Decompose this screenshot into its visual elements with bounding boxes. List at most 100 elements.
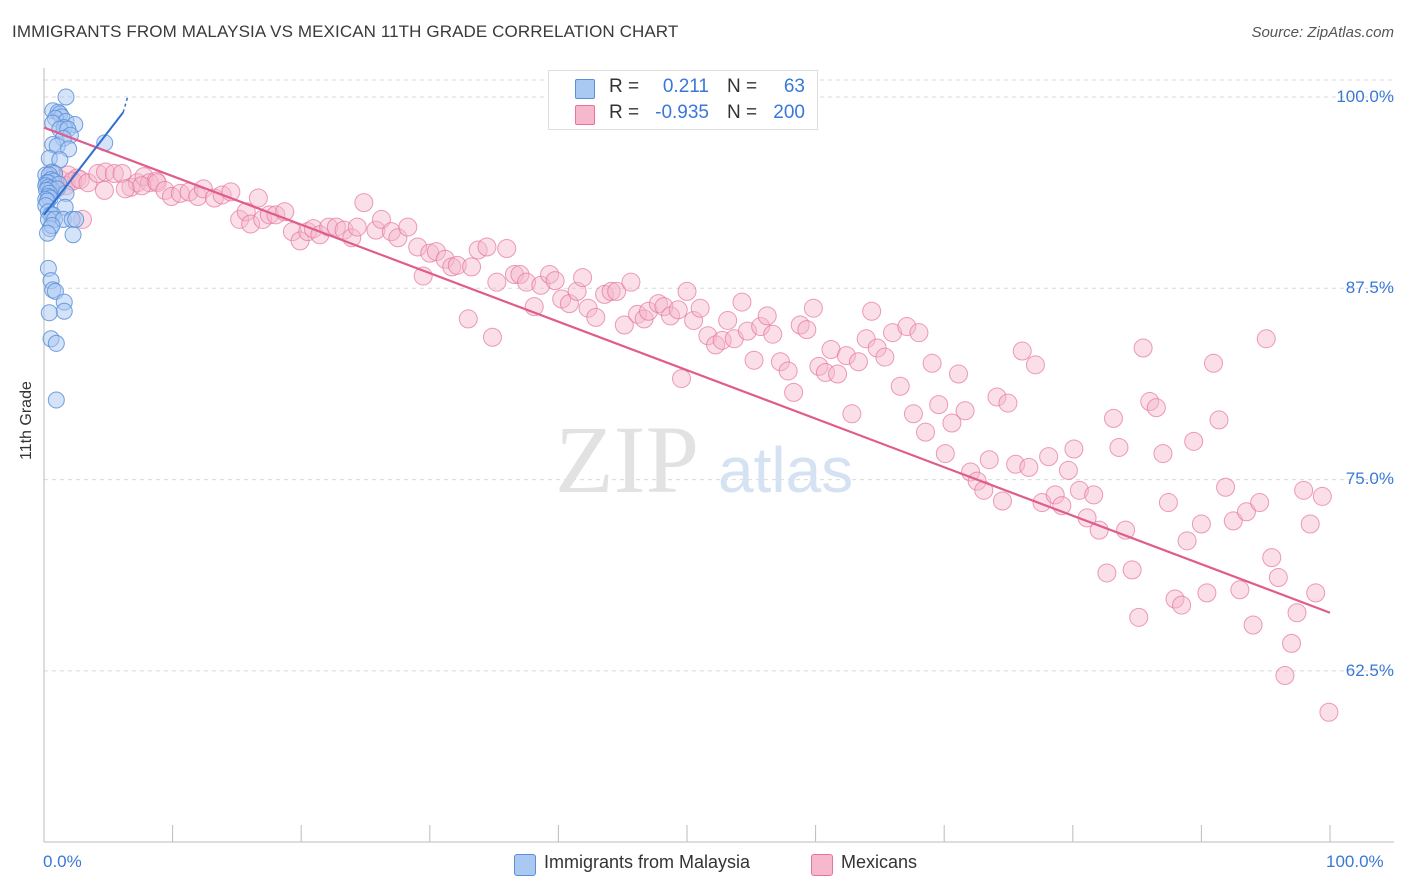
data-point-mexicans	[732, 292, 752, 312]
data-point-mexicans	[1019, 457, 1039, 477]
data-point-mexicans	[545, 271, 565, 291]
data-point-mexicans	[979, 450, 999, 470]
data-point-mexicans	[757, 306, 777, 326]
trend-line-malaysia	[43, 111, 124, 216]
legend-swatch-blue	[514, 854, 536, 876]
data-point-malaysia	[55, 302, 73, 320]
data-point-mexicans	[1133, 338, 1153, 358]
data-point-mexicans	[890, 376, 910, 396]
data-point-mexicans	[1097, 563, 1117, 583]
data-point-mexicans	[883, 323, 903, 343]
data-point-mexicans	[1209, 410, 1229, 430]
data-point-mexicans	[763, 324, 783, 344]
n-label: N =	[727, 102, 758, 123]
data-point-mexicans	[354, 193, 374, 213]
data-point-mexicans	[1064, 439, 1084, 459]
source-label: Source: ZipAtlas.com	[1251, 24, 1394, 41]
y-axis-label: 11th Grade	[18, 381, 35, 460]
data-point-mexicans	[1223, 511, 1243, 531]
data-point-mexicans	[922, 353, 942, 373]
stats-legend: R = 0.211 N = 63 R = -0.935 N = 200	[548, 70, 818, 130]
n-label: N =	[727, 76, 758, 97]
data-point-mexicans	[1243, 615, 1263, 635]
legend-row-mexicans: R = -0.935 N = 200	[549, 102, 817, 126]
data-point-mexicans	[1153, 444, 1173, 464]
data-point-mexicans	[897, 317, 917, 337]
data-point-mexicans	[803, 298, 823, 318]
data-point-mexicans	[1172, 595, 1192, 615]
data-point-mexicans	[1191, 514, 1211, 534]
data-point-mexicans	[241, 214, 261, 234]
data-point-mexicans	[1294, 480, 1314, 500]
data-point-mexicans	[987, 387, 1007, 407]
data-point-mexicans	[718, 310, 738, 330]
watermark: ZIP atlas	[555, 406, 853, 513]
r-value: 0.211	[662, 76, 709, 97]
data-point-mexicans	[1122, 560, 1142, 580]
data-point-mexicans	[744, 350, 764, 370]
data-point-mexicans	[948, 364, 968, 384]
n-value: 63	[783, 76, 805, 97]
r-label: R =	[609, 102, 640, 123]
data-point-mexicans	[1312, 486, 1332, 506]
data-point-mexicans	[1262, 548, 1282, 568]
data-point-mexicans	[104, 164, 124, 184]
data-point-malaysia	[40, 304, 58, 322]
data-point-mexicans	[140, 173, 160, 193]
data-point-mexicans	[435, 249, 455, 269]
data-point-mexicans	[648, 294, 668, 314]
data-point-mexicans	[1045, 485, 1065, 505]
r-value: -0.935	[655, 102, 709, 123]
watermark-atlas: atlas	[718, 434, 853, 506]
data-point-mexicans	[482, 327, 502, 347]
data-point-mexicans	[1197, 583, 1217, 603]
data-point-mexicans	[1069, 480, 1089, 500]
legend-row-malaysia: R = 0.211 N = 63	[549, 76, 817, 100]
data-point-mexicans	[909, 323, 929, 343]
data-point-mexicans	[607, 281, 627, 301]
data-point-mexicans	[784, 382, 804, 402]
data-point-mexicans	[147, 173, 167, 193]
data-point-mexicans	[639, 301, 659, 321]
data-point-mexicans	[668, 300, 688, 320]
y-tick-label: 75.0%	[1345, 469, 1394, 488]
data-point-mexicans	[828, 364, 848, 384]
trend-line-malaysia-extension	[122, 96, 129, 113]
data-point-mexicans	[1268, 568, 1288, 588]
data-point-malaysia	[39, 224, 57, 242]
data-point-mexicans	[929, 395, 949, 415]
data-point-mexicans	[862, 301, 882, 321]
data-point-mexicans	[1109, 437, 1129, 457]
y-tick-label: 62.5%	[1345, 661, 1394, 680]
data-point-mexicans	[1146, 398, 1166, 418]
data-point-mexicans	[690, 298, 710, 318]
data-point-mexicans	[836, 346, 856, 366]
data-point-mexicans	[477, 237, 497, 257]
data-point-mexicans	[326, 217, 346, 237]
data-point-mexicans	[504, 265, 524, 285]
data-point-malaysia	[67, 210, 85, 228]
data-point-mexicans	[848, 352, 868, 372]
data-point-mexicans	[1282, 633, 1302, 653]
data-point-mexicans	[510, 265, 530, 285]
data-point-mexicans	[230, 209, 250, 229]
data-point-mexicans	[458, 309, 478, 329]
data-point-mexicans	[1203, 353, 1223, 373]
data-point-mexicans	[388, 228, 408, 248]
legend-label: Immigrants from Malaysia	[544, 852, 751, 872]
data-point-mexicans	[916, 422, 936, 442]
data-point-mexicans	[1300, 514, 1320, 534]
data-point-malaysia	[57, 88, 75, 106]
data-point-mexicans	[347, 217, 367, 237]
data-point-mexicans	[1039, 447, 1059, 467]
data-point-mexicans	[248, 188, 268, 208]
data-point-mexicans	[1256, 329, 1276, 349]
data-point-malaysia	[47, 391, 65, 409]
data-point-mexicans	[998, 393, 1018, 413]
data-point-mexicans	[875, 347, 895, 367]
data-point-mexicans	[797, 320, 817, 340]
x-tick-label: 100.0%	[1326, 852, 1384, 871]
chart-title: IMMIGRANTS FROM MALAYSIA VS MEXICAN 11TH…	[12, 22, 679, 41]
data-point-mexicans	[94, 180, 114, 200]
data-point-mexicans	[1184, 431, 1204, 451]
